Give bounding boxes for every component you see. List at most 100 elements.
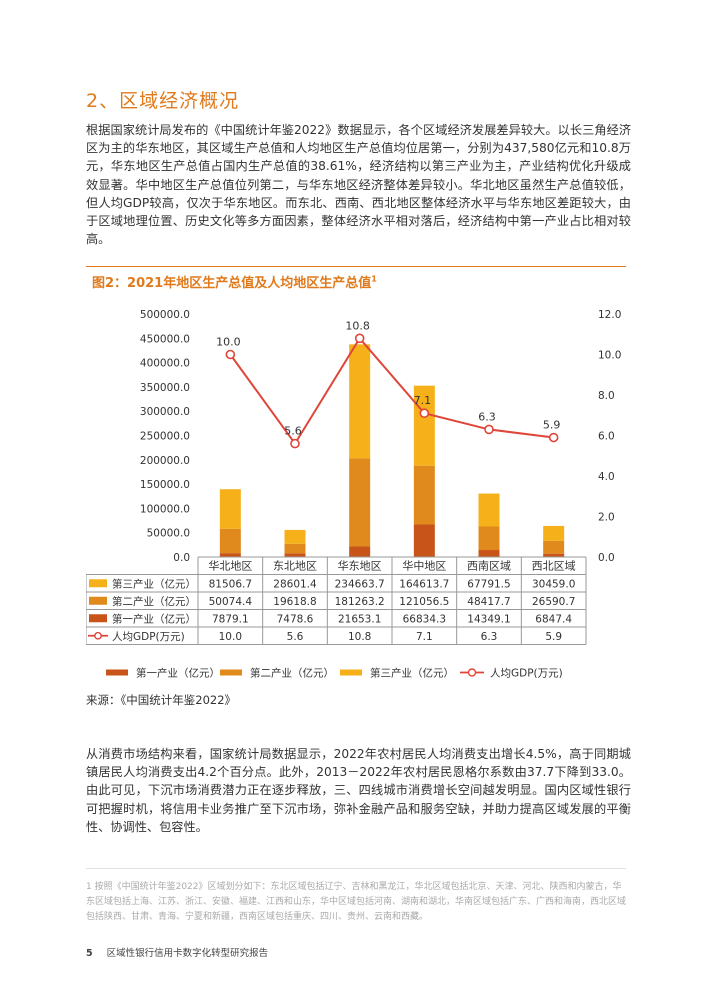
y-left-tick-label: 450000.0 [140, 333, 190, 345]
bar-segment [478, 550, 500, 557]
y-right-tick-label: 6.0 [598, 431, 615, 443]
gdp-per-capita-point [548, 432, 559, 443]
consumption-paragraph: 从消费市场结构来看，国家统计局数据显示，2022年农村居民人均消费支出增长4.5… [86, 747, 631, 834]
legend-label: 第一产业（亿元） [136, 667, 220, 680]
legend-label: 第三产业（亿元） [370, 667, 454, 680]
table-cell: 48417.7 [467, 596, 510, 608]
gdp-per-capita-line [229, 336, 554, 446]
y-right-tick-label: 10.0 [598, 350, 621, 362]
table-cell: 5.6 [287, 631, 304, 643]
gdp-per-capita-point [484, 424, 494, 435]
y-left-tick-label: 150000.0 [140, 479, 190, 491]
gdp-per-capita-point [225, 349, 236, 360]
point-label: 10.0 [216, 336, 241, 349]
bar-segment [349, 344, 371, 459]
table-cell: 164613.7 [399, 578, 449, 590]
bar-segment [284, 543, 306, 554]
table-cell: 10.0 [219, 631, 242, 643]
table-row-label: 第三产业（亿元） [112, 577, 196, 590]
legend-marker [467, 668, 477, 677]
table-row-label: 第一产业（亿元） [112, 612, 196, 625]
bar-segment [478, 493, 500, 527]
point-label: 5.9 [543, 419, 561, 432]
table-cell: 81506.7 [209, 578, 252, 590]
legend-swatch [106, 669, 128, 676]
point-label: 10.8 [345, 319, 370, 332]
y-right-tick-label: 0.0 [598, 552, 615, 564]
gdp-per-capita-point [290, 438, 300, 449]
figure-top-rule [86, 266, 626, 267]
gdp-per-capita-point [354, 333, 365, 344]
table-cell: 234663.7 [335, 578, 385, 590]
table-cell: 19618.8 [273, 596, 316, 608]
bar-segment [284, 529, 306, 544]
y-right-tick-label: 2.0 [598, 512, 615, 524]
bar-segment [219, 553, 241, 557]
figure-title-text: 图2：2021年地区生产总值及人均地区生产总值 [92, 276, 372, 291]
section-title: 2、区域经济概况 [86, 90, 240, 112]
page-footer: 5 区域性银行信用卡数字化转型研究报告 [86, 945, 268, 959]
table-cell: 6.3 [481, 631, 498, 643]
bar-segment [543, 540, 565, 554]
y-left-tick-label: 100000.0 [140, 503, 190, 515]
table-legend-swatch [89, 579, 107, 588]
gdp-per-capita-point [419, 408, 430, 419]
category-label: 华中地区 [402, 559, 446, 573]
table-legend-swatch [89, 596, 107, 605]
bar-segment [349, 546, 371, 557]
bar-segment [219, 528, 241, 554]
table-cell: 7879.1 [212, 613, 249, 625]
bar-segment [543, 553, 565, 557]
category-label: 西南区域 [467, 560, 511, 573]
figure-title: 图2：2021年地区生产总值及人均地区生产总值1 [92, 272, 377, 291]
table-cell: 14349.1 [467, 613, 510, 625]
table-cell: 121056.5 [399, 596, 449, 608]
table-cell: 28601.4 [273, 578, 317, 590]
point-label: 6.3 [478, 410, 496, 423]
y-right-tick-label: 4.0 [598, 471, 615, 483]
y-left-tick-label: 0.0 [173, 552, 190, 564]
y-left-tick-label: 200000.0 [140, 455, 190, 467]
legend-label: 第二产业（亿元） [250, 667, 334, 680]
footer-title: 区域性银行信用卡数字化转型研究报告 [106, 948, 269, 959]
y-left-tick-label: 50000.0 [147, 528, 190, 540]
figure-footnote-mark: 1 [371, 274, 377, 284]
y-left-tick-label: 500000.0 [140, 309, 190, 321]
footnote: 1 按照《中国统计年鉴2022》区域划分如下：东北区域包括辽宁、吉林和黑龙江，华… [86, 882, 627, 922]
y-left-tick-label: 400000.0 [140, 358, 190, 370]
table-cell: 30459.0 [532, 578, 575, 590]
bar-segment [413, 524, 435, 557]
table-cell: 7.1 [416, 631, 433, 643]
table-cell: 26590.7 [532, 596, 575, 608]
y-right-tick-label: 8.0 [598, 390, 615, 402]
table-cell: 6847.4 [535, 613, 572, 625]
table-cell: 21653.1 [338, 613, 381, 625]
bar-segment [349, 458, 371, 547]
category-label: 华北地区 [208, 559, 252, 573]
y-left-tick-label: 350000.0 [140, 382, 190, 394]
legend-swatch [340, 669, 362, 676]
bar-segment [413, 465, 435, 525]
table-cell: 7478.6 [277, 613, 314, 625]
legend-label: 人均GDP(万元) [490, 668, 563, 680]
table-cell: 5.9 [545, 631, 562, 643]
table-cell: 67791.5 [467, 578, 510, 590]
source-note: 来源：《中国统计年鉴2022》 [86, 693, 237, 707]
table-cell: 66834.3 [403, 613, 446, 625]
intro-paragraph: 根据国家统计局发布的《中国统计年鉴2022》数据显示，各个区域经济发展差异较大。… [86, 123, 631, 247]
table-legend-marker [94, 631, 102, 640]
point-label: 7.1 [414, 394, 432, 407]
gdp-chart: 0.0 50000.0 100000.0 150000.0 200000.0 250000… [86, 309, 621, 680]
legend-swatch [220, 669, 242, 676]
bar-segment [284, 553, 306, 557]
table-cell: 10.8 [348, 631, 371, 643]
footnote-rule [86, 868, 626, 869]
table-cell: 181263.2 [335, 596, 385, 608]
point-label: 5.6 [284, 425, 302, 438]
category-label: 西北区域 [532, 560, 576, 573]
table-row-label: 第二产业（亿元） [112, 595, 196, 608]
table-legend-swatch [89, 614, 107, 623]
y-left-tick-label: 300000.0 [140, 406, 190, 418]
bar-segment [478, 526, 500, 551]
category-label: 东北地区 [273, 560, 317, 573]
